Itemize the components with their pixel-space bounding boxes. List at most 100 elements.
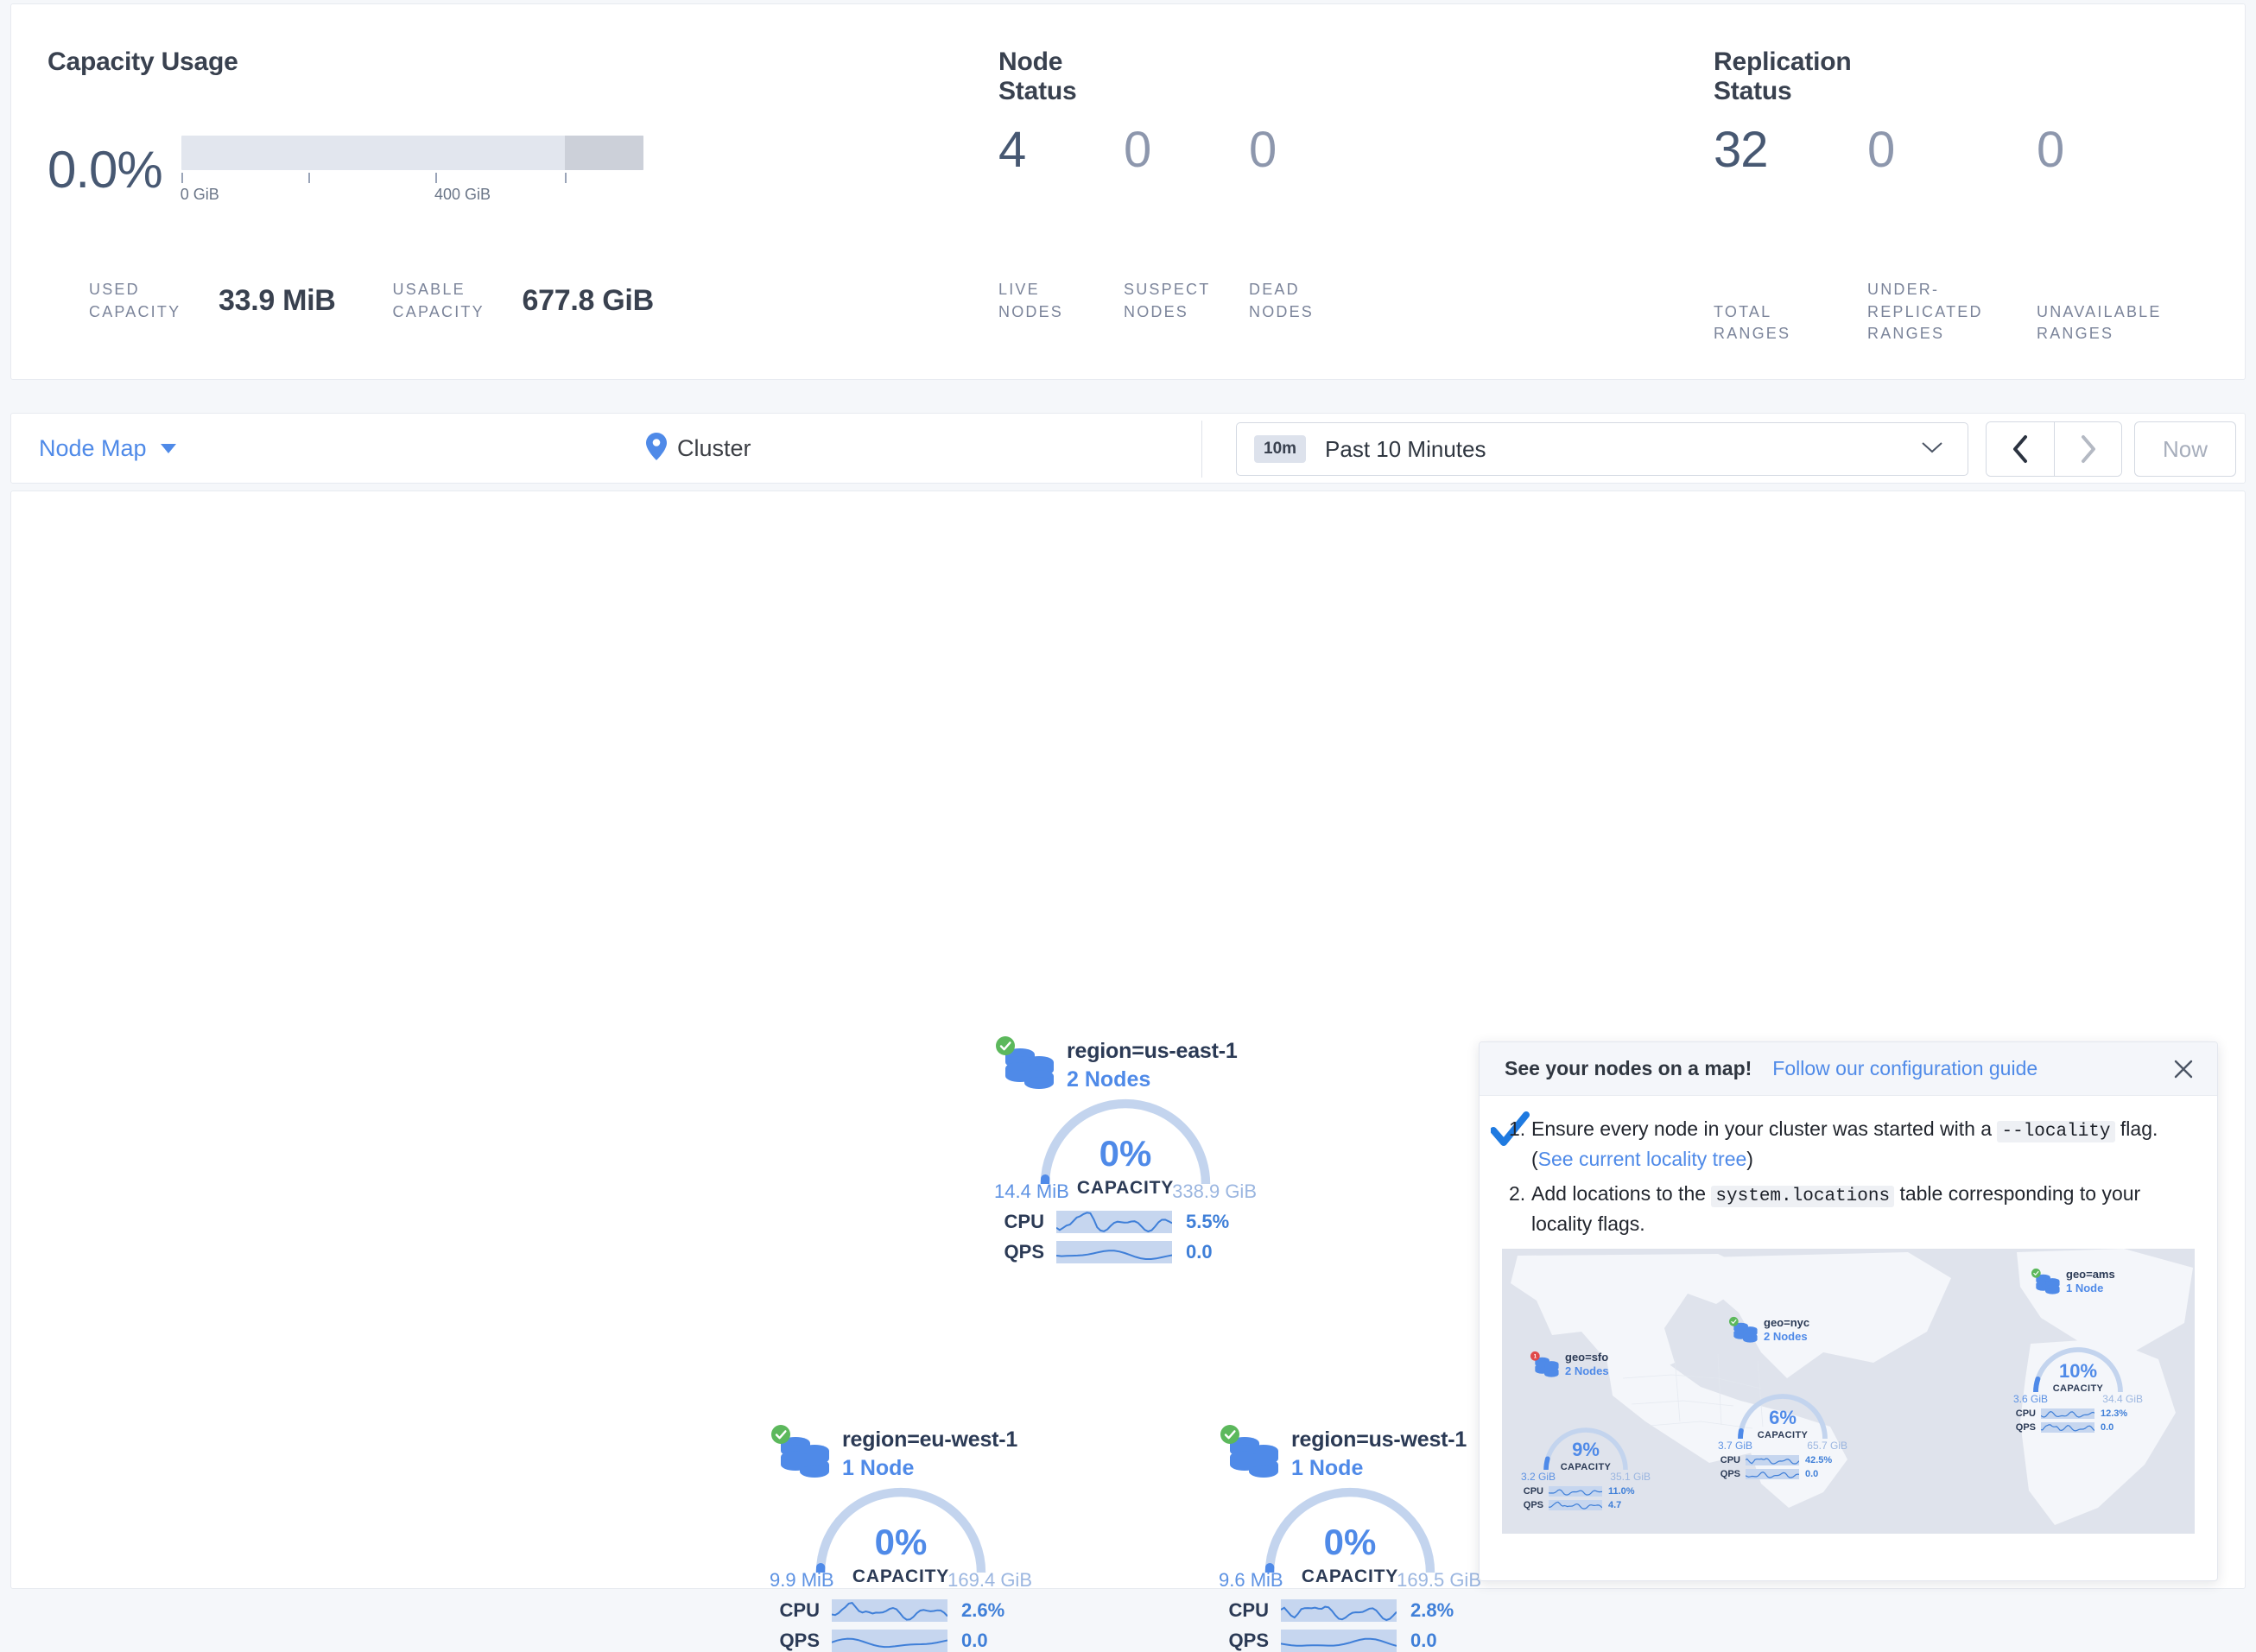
node-status-value-1: 0 [1124, 122, 1151, 178]
preview-locality-name: geo=nyc [1764, 1315, 1810, 1329]
preview-gauge-caption: CAPACITY [1560, 1462, 1612, 1473]
locality-total-bytes: 338.9 GiB [1172, 1180, 1257, 1202]
toolbar-divider [1201, 421, 1202, 478]
preview-locality-node-count: 1 Node [2066, 1281, 2104, 1294]
locality-total-bytes: 169.5 GiB [1397, 1569, 1481, 1591]
map-preview-image: 1 geo=sfo 2 Nodes 9% CAPACITY 3.2 GiB 35.1 GiB… [1502, 1248, 2195, 1534]
database-stack-icon [1728, 1316, 1759, 1345]
popup-step-1: Ensure every node in your cluster was st… [1502, 1115, 2195, 1173]
now-button-label: Now [2162, 435, 2208, 462]
time-range-selector[interactable]: 10m Past 10 Minutes [1236, 422, 1968, 476]
breadcrumb[interactable]: Cluster [646, 432, 751, 465]
locality-bytes: 14.4 MiB 338.9 GiB [994, 1180, 1257, 1203]
gauge-percent: 0% [1099, 1133, 1152, 1174]
metric-sparkline [832, 1630, 947, 1652]
node-status-value-0: 4 [998, 122, 1026, 178]
preview-locality-sfo: 1 geo=sfo 2 Nodes 9% CAPACITY 3.2 GiB 35.1 GiB… [1521, 1351, 1651, 1510]
metric-name: CPU [1228, 1599, 1269, 1621]
preview-gauge-center: 6% CAPACITY [1734, 1407, 1831, 1441]
preview-locality-header: 1 geo=sfo 2 Nodes [1530, 1351, 1609, 1379]
node-status-label-1: SUSPECT NODES [1124, 281, 1211, 320]
capacity-gauge: 0% CAPACITY [1264, 1486, 1436, 1586]
capacity-tick [564, 173, 567, 183]
capacity-bar-ticks [181, 173, 643, 183]
preview-locality-node-count: 2 Nodes [1565, 1364, 1609, 1377]
locality-name: region=us-west-1 [1291, 1427, 1467, 1452]
preview-metric-value: 0.0 [1805, 1468, 1819, 1479]
locality-card-us-east-1[interactable]: region=us-east-1 2 Nodes 0% CAPACITY 14.4 Mi… [994, 1035, 1257, 1263]
time-range-badge: 10m [1254, 435, 1307, 463]
preview-gauge-caption: CAPACITY [1757, 1430, 1809, 1441]
locality-name: region=eu-west-1 [842, 1427, 1018, 1452]
metric-row-qps: QPS 0.0 [994, 1241, 1257, 1263]
usable-capacity-value: 677.8 GiB [522, 284, 655, 318]
locality-text: region=us-west-1 1 Node [1291, 1424, 1467, 1481]
time-range-next-button[interactable] [2054, 422, 2121, 476]
preview-capacity-gauge: 6% CAPACITY [1734, 1389, 1831, 1441]
database-stack-icon: 1 [1530, 1351, 1561, 1379]
preview-metric-sparkline [1746, 1454, 1799, 1465]
metric-name: QPS [1004, 1241, 1044, 1263]
preview-metric-qps: QPS 4.7 [1521, 1499, 1651, 1510]
node-status-values: 4 0 0 [998, 122, 1277, 178]
gauge-center: 0% CAPACITY [814, 1524, 987, 1587]
preview-gauge-percent: 6% [1769, 1407, 1797, 1429]
capacity-stats: USED CAPACITY 33.9 MiB USABLE CAPACITY 6… [89, 279, 654, 323]
popup-locality-tree-link[interactable]: See current locality tree [1537, 1147, 1747, 1170]
preview-metric-value: 12.3% [2101, 1408, 2128, 1419]
capacity-usage-section: Capacity Usage 0.0% 0 GiB 400 GiB USED CA… [48, 4, 928, 379]
locality-card-eu-west-1[interactable]: region=eu-west-1 1 Node 0% CAPACITY 9.9 MiB 1… [770, 1424, 1032, 1652]
preview-total-bytes: 35.1 GiB [1610, 1470, 1651, 1483]
locality-used-bytes: 9.9 MiB [770, 1569, 834, 1591]
metric-row-cpu: CPU 5.5% [994, 1211, 1257, 1233]
preview-metric-sparkline [2041, 1408, 2094, 1419]
popup-body: Ensure every node in your cluster was st… [1480, 1096, 2217, 1238]
view-selector-dropdown[interactable]: Node Map [39, 435, 176, 462]
preview-locality-text: geo=nyc 2 Nodes [1764, 1316, 1809, 1343]
metric-row-cpu: CPU 2.6% [770, 1599, 1032, 1622]
preview-locality-text: geo=sfo 2 Nodes [1565, 1351, 1609, 1377]
preview-metric-name: QPS [2015, 1421, 2036, 1433]
metric-sparkline [1056, 1241, 1172, 1263]
preview-gauge-percent: 10% [2058, 1360, 2098, 1383]
preview-locality-name: geo=ams [2066, 1267, 2115, 1281]
time-range-now-button[interactable]: Now [2134, 421, 2236, 477]
metric-value: 0.0 [1410, 1630, 1437, 1651]
close-icon[interactable] [2172, 1058, 2195, 1080]
metric-value: 5.5% [1186, 1211, 1230, 1232]
node-map-panel: region=us-east-1 2 Nodes 0% CAPACITY 14.4 Mi… [10, 491, 2246, 1652]
preview-locality-text: geo=ams 1 Node [2066, 1268, 2115, 1294]
capacity-gauge: 0% CAPACITY [1039, 1098, 1212, 1198]
metric-name: QPS [779, 1630, 820, 1651]
metric-sparkline [1056, 1211, 1172, 1233]
preview-used-bytes: 3.7 GiB [1718, 1439, 1753, 1452]
node-status-label-0: LIVE NODES [998, 281, 1064, 320]
capacity-bar [181, 136, 643, 170]
popup-step-2-pre: Add locations to the [1531, 1182, 1712, 1206]
metric-value: 2.8% [1410, 1599, 1454, 1621]
preview-metric-name: CPU [1523, 1485, 1543, 1497]
replication-status-title: Replication Status [1714, 47, 1852, 105]
preview-metric-sparkline [1549, 1499, 1602, 1510]
preview-metric-name: QPS [1720, 1468, 1740, 1479]
metric-name: CPU [779, 1599, 820, 1621]
map-pin-icon [646, 432, 667, 465]
replication-status-label-0: TOTAL RANGES [1714, 302, 1791, 343]
preview-bytes: 3.7 GiB 65.7 GiB [1718, 1440, 1847, 1452]
metric-row-cpu: CPU 2.8% [1219, 1599, 1481, 1622]
gauge-caption: CAPACITY [1076, 1178, 1175, 1198]
time-range-previous-button[interactable] [1987, 422, 2054, 476]
preview-metric-sparkline [2041, 1421, 2094, 1433]
preview-metric-sparkline [1746, 1468, 1799, 1479]
capacity-tick-label: 0 GiB [180, 186, 219, 203]
popup-config-guide-link[interactable]: Follow our configuration guide [1772, 1057, 2038, 1079]
preview-gauge-percent: 9% [1572, 1439, 1600, 1461]
capacity-bar-overflow-zone [564, 136, 643, 170]
popup-step-1-code: --locality [1997, 1121, 2115, 1142]
locality-card-us-west-1[interactable]: region=us-west-1 1 Node 0% CAPACITY 9.6 MiB 1… [1219, 1424, 1481, 1652]
time-range-label: Past 10 Minutes [1325, 435, 1486, 462]
preview-metric-sparkline [1549, 1485, 1602, 1497]
database-stack-icon [994, 1035, 1058, 1092]
cluster-summary-card: Capacity Usage 0.0% 0 GiB 400 GiB USED CA… [10, 3, 2246, 380]
preview-total-bytes: 34.4 GiB [2102, 1392, 2143, 1405]
